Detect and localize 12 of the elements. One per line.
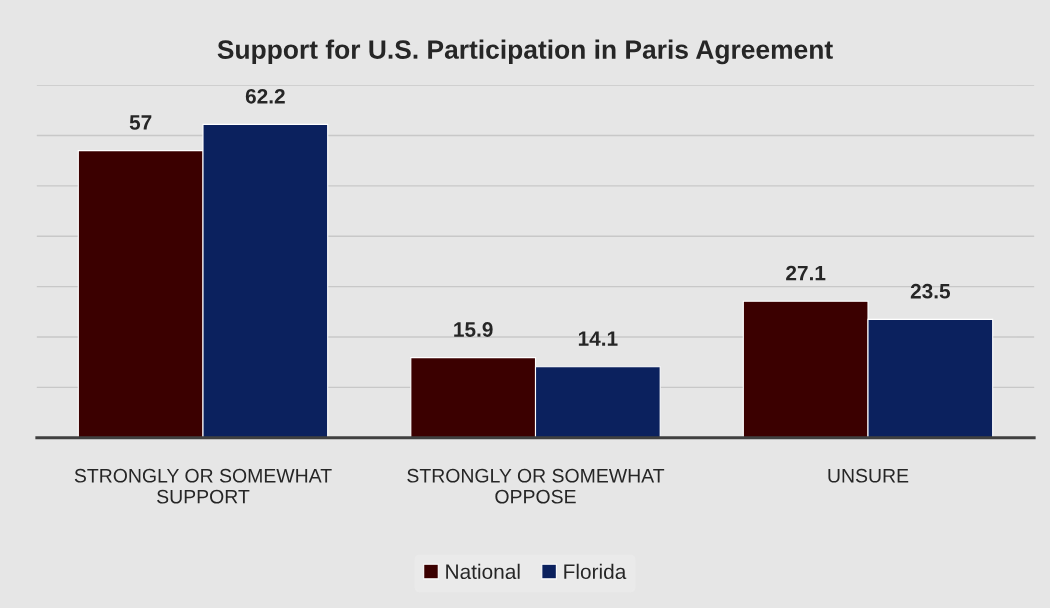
legend-label: Florida — [564, 563, 627, 580]
data-label: 27.1 — [786, 265, 826, 281]
data-label: 62.2 — [245, 88, 285, 104]
legend-label: National — [446, 563, 520, 580]
x-tick-label: STRONGLY OR SOMEWHAT OPPOSE — [407, 468, 665, 504]
data-label: 14.1 — [578, 331, 618, 346]
chart-title: Support for U.S. Participation in Paris Agreement — [217, 39, 833, 65]
x-tick-label: STRONGLY OR SOMEWHAT SUPPORT — [74, 468, 332, 504]
x-tick-label: UNSURE — [828, 468, 909, 483]
data-label: 57 — [129, 115, 152, 130]
data-label: 15.9 — [454, 322, 493, 337]
data-label: 23.5 — [910, 283, 951, 299]
